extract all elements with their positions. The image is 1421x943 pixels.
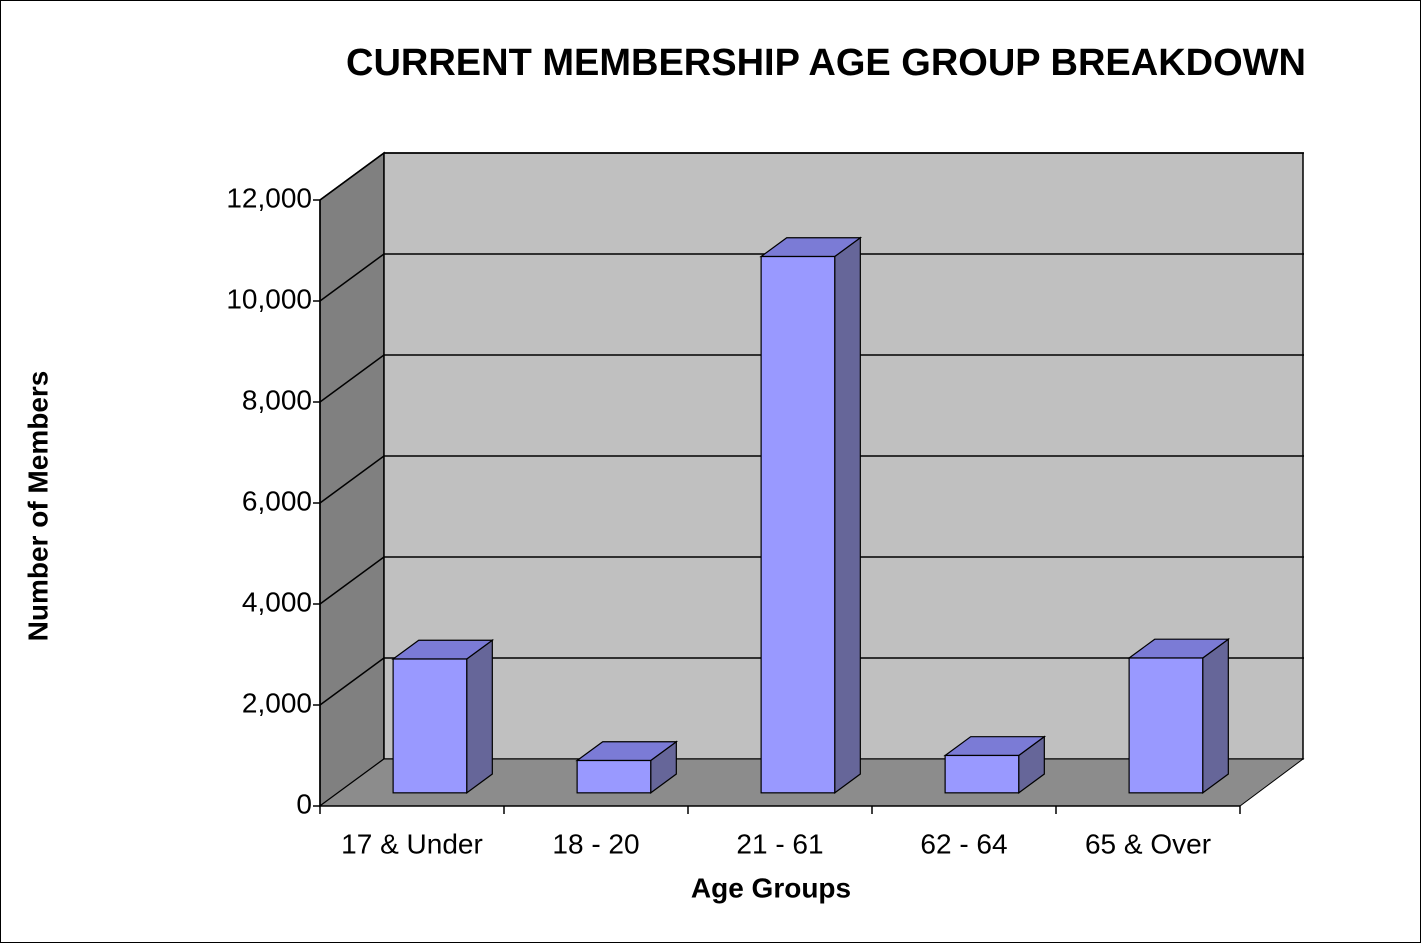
y-tick-label: 4,000 (242, 586, 312, 617)
bar (576, 759, 652, 794)
grid-line (319, 354, 385, 403)
y-tick-label: 12,000 (226, 182, 312, 213)
y-tick-label: 6,000 (242, 485, 312, 516)
bar-side (466, 639, 493, 795)
y-tick-label: 10,000 (226, 283, 312, 314)
x-tick-label: 17 & Under (341, 828, 483, 859)
x-tick-label: 21 - 61 (736, 828, 823, 859)
grid-line (319, 253, 385, 302)
bar-side (1202, 638, 1229, 795)
x-tick-label: 62 - 64 (920, 828, 1007, 859)
bar (1128, 657, 1204, 794)
grid-line (319, 556, 385, 605)
y-tick-label: 0 (296, 788, 312, 819)
bar (392, 658, 468, 794)
bar (944, 754, 1020, 794)
grid-line (319, 152, 385, 201)
x-tick-label: 18 - 20 (552, 828, 639, 859)
y-tick-label: 2,000 (242, 687, 312, 718)
bar-side (834, 236, 861, 795)
y-axis-title: Number of Members (22, 371, 53, 642)
bar (760, 255, 836, 794)
grid-line (319, 657, 385, 706)
x-axis-title: Age Groups (691, 872, 851, 903)
x-tick-label: 65 & Over (1085, 828, 1211, 859)
chart-title: CURRENT MEMBERSHIP AGE GROUP BREAKDOWN (346, 42, 1306, 84)
y-tick-label: 8,000 (242, 384, 312, 415)
grid-line (319, 455, 385, 504)
